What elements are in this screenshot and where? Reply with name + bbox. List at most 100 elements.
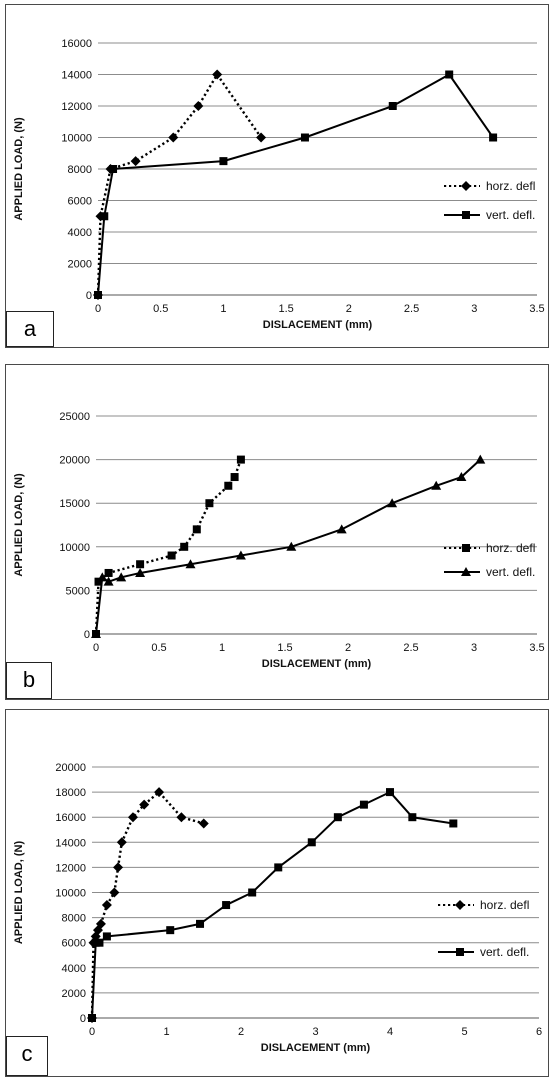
x-tick-label: 1 <box>220 303 226 315</box>
x-tick-label: 1.5 <box>278 303 293 315</box>
gridlines <box>98 42 537 296</box>
data-point <box>136 560 145 569</box>
legend-entry: vert. defl. <box>438 945 529 959</box>
data-point <box>168 132 179 143</box>
x-tick-label: 1 <box>219 642 225 654</box>
legend-marker <box>461 567 471 576</box>
legend-label: vert. defl. <box>480 945 529 959</box>
y-tick-label: 25000 <box>59 411 90 423</box>
chart-c: 0 2000 4000 6000 8000 10000 12000 14000 16000 180… <box>13 762 542 1054</box>
legend-label: horz. defl <box>480 898 529 912</box>
data-point <box>388 102 397 110</box>
data-point <box>109 887 120 898</box>
data-point <box>387 498 398 508</box>
data-point <box>130 156 141 167</box>
legend-entry: vert. defl. <box>444 208 535 222</box>
x-tick-label: 0 <box>89 1026 95 1038</box>
x-axis-title: DISLACEMENT (mm) <box>263 319 373 331</box>
legend-entry: horz. defl <box>444 179 535 193</box>
data-point <box>192 525 201 534</box>
data-point <box>224 481 233 490</box>
series-1 <box>94 70 498 299</box>
x-tick-label: 3.5 <box>529 642 544 654</box>
legend-entry: vert. defl. <box>444 565 535 579</box>
legend-entry: horz. defl <box>438 898 529 912</box>
data-point <box>205 499 214 508</box>
data-point <box>180 542 189 551</box>
x-axis-title: DISLACEMENT (mm) <box>262 658 372 670</box>
data-point <box>222 901 231 910</box>
chart-panel-b: 0 5000 10000 15000 20000 25000 0 0.5 1 1.5 2 2.5 3 3.… <box>5 364 549 700</box>
x-tick-label: 3.5 <box>529 303 544 315</box>
series-line <box>97 73 494 296</box>
chart-panel-c: 0 2000 4000 6000 8000 10000 12000 14000 16000 180… <box>5 709 549 1077</box>
data-point <box>102 932 111 941</box>
y-tick-label: 8000 <box>68 164 92 176</box>
y-tick-label: 0 <box>84 629 90 641</box>
y-tick-label: 0 <box>80 1013 86 1025</box>
y-tick-label: 16000 <box>55 812 86 824</box>
data-point <box>445 70 454 79</box>
panel-label-c: c <box>6 1036 48 1076</box>
data-point <box>336 524 347 534</box>
chart-b: 0 5000 10000 15000 20000 25000 0 0.5 1 1.5 2 2.5 3 3.… <box>13 411 545 670</box>
data-point <box>300 133 309 142</box>
series-1 <box>88 788 458 1022</box>
data-point <box>248 888 257 897</box>
y-tick-label: 14000 <box>61 70 92 82</box>
data-point <box>307 838 316 847</box>
y-axis-title: APPLIED LOAD, (N) <box>13 473 25 577</box>
x-tick-label: 0.5 <box>151 642 166 654</box>
legend-marker <box>462 544 470 552</box>
data-point <box>166 926 175 935</box>
data-point <box>167 551 176 560</box>
legend-label: horz. defl <box>486 179 535 193</box>
x-tick-label: 1.5 <box>277 642 292 654</box>
data-point <box>116 572 127 582</box>
y-tick-label: 4000 <box>68 227 92 239</box>
data-point <box>333 813 342 822</box>
data-point <box>95 918 106 929</box>
data-point <box>185 559 196 569</box>
data-point <box>127 812 138 823</box>
y-tick-label: 6000 <box>62 938 86 950</box>
data-point <box>449 819 458 828</box>
data-point <box>91 629 101 638</box>
chart-panel-a: 0 2000 4000 6000 8000 10000 12000 14000 16000 0 0.… <box>5 4 549 348</box>
data-point <box>212 69 223 80</box>
data-point <box>94 577 103 586</box>
y-axis-title: APPLIED LOAD, (N) <box>13 841 25 945</box>
data-point <box>408 813 417 822</box>
data-point <box>88 1014 96 1022</box>
series-1 <box>91 454 486 638</box>
x-tick-label: 4 <box>387 1026 393 1038</box>
data-point <box>100 212 109 221</box>
y-tick-label: 10000 <box>59 542 90 554</box>
data-point <box>198 818 209 829</box>
x-tick-label: 2 <box>345 642 351 654</box>
legend-marker <box>456 948 464 956</box>
y-tick-label: 2000 <box>62 988 86 1000</box>
x-tick-label: 2 <box>238 1026 244 1038</box>
legend-marker <box>455 900 465 910</box>
y-tick-label: 5000 <box>66 585 90 597</box>
x-tick-label: 3 <box>312 1026 318 1038</box>
data-point <box>359 800 368 809</box>
data-point <box>97 572 108 582</box>
x-tick-label: 6 <box>536 1026 542 1038</box>
data-point <box>103 576 114 586</box>
y-tick-label: 15000 <box>59 498 90 510</box>
x-tick-label: 0 <box>93 642 99 654</box>
data-point <box>219 157 228 166</box>
series-line <box>91 791 454 1019</box>
data-point <box>230 473 239 482</box>
y-tick-label: 4000 <box>62 963 86 975</box>
legend-label: vert. defl. <box>486 565 535 579</box>
series-0 <box>92 455 245 638</box>
data-point <box>116 837 127 848</box>
data-point <box>274 863 283 872</box>
y-tick-label: 16000 <box>61 38 92 50</box>
data-point <box>431 480 442 490</box>
series-line <box>96 73 263 296</box>
series-0 <box>93 69 267 300</box>
